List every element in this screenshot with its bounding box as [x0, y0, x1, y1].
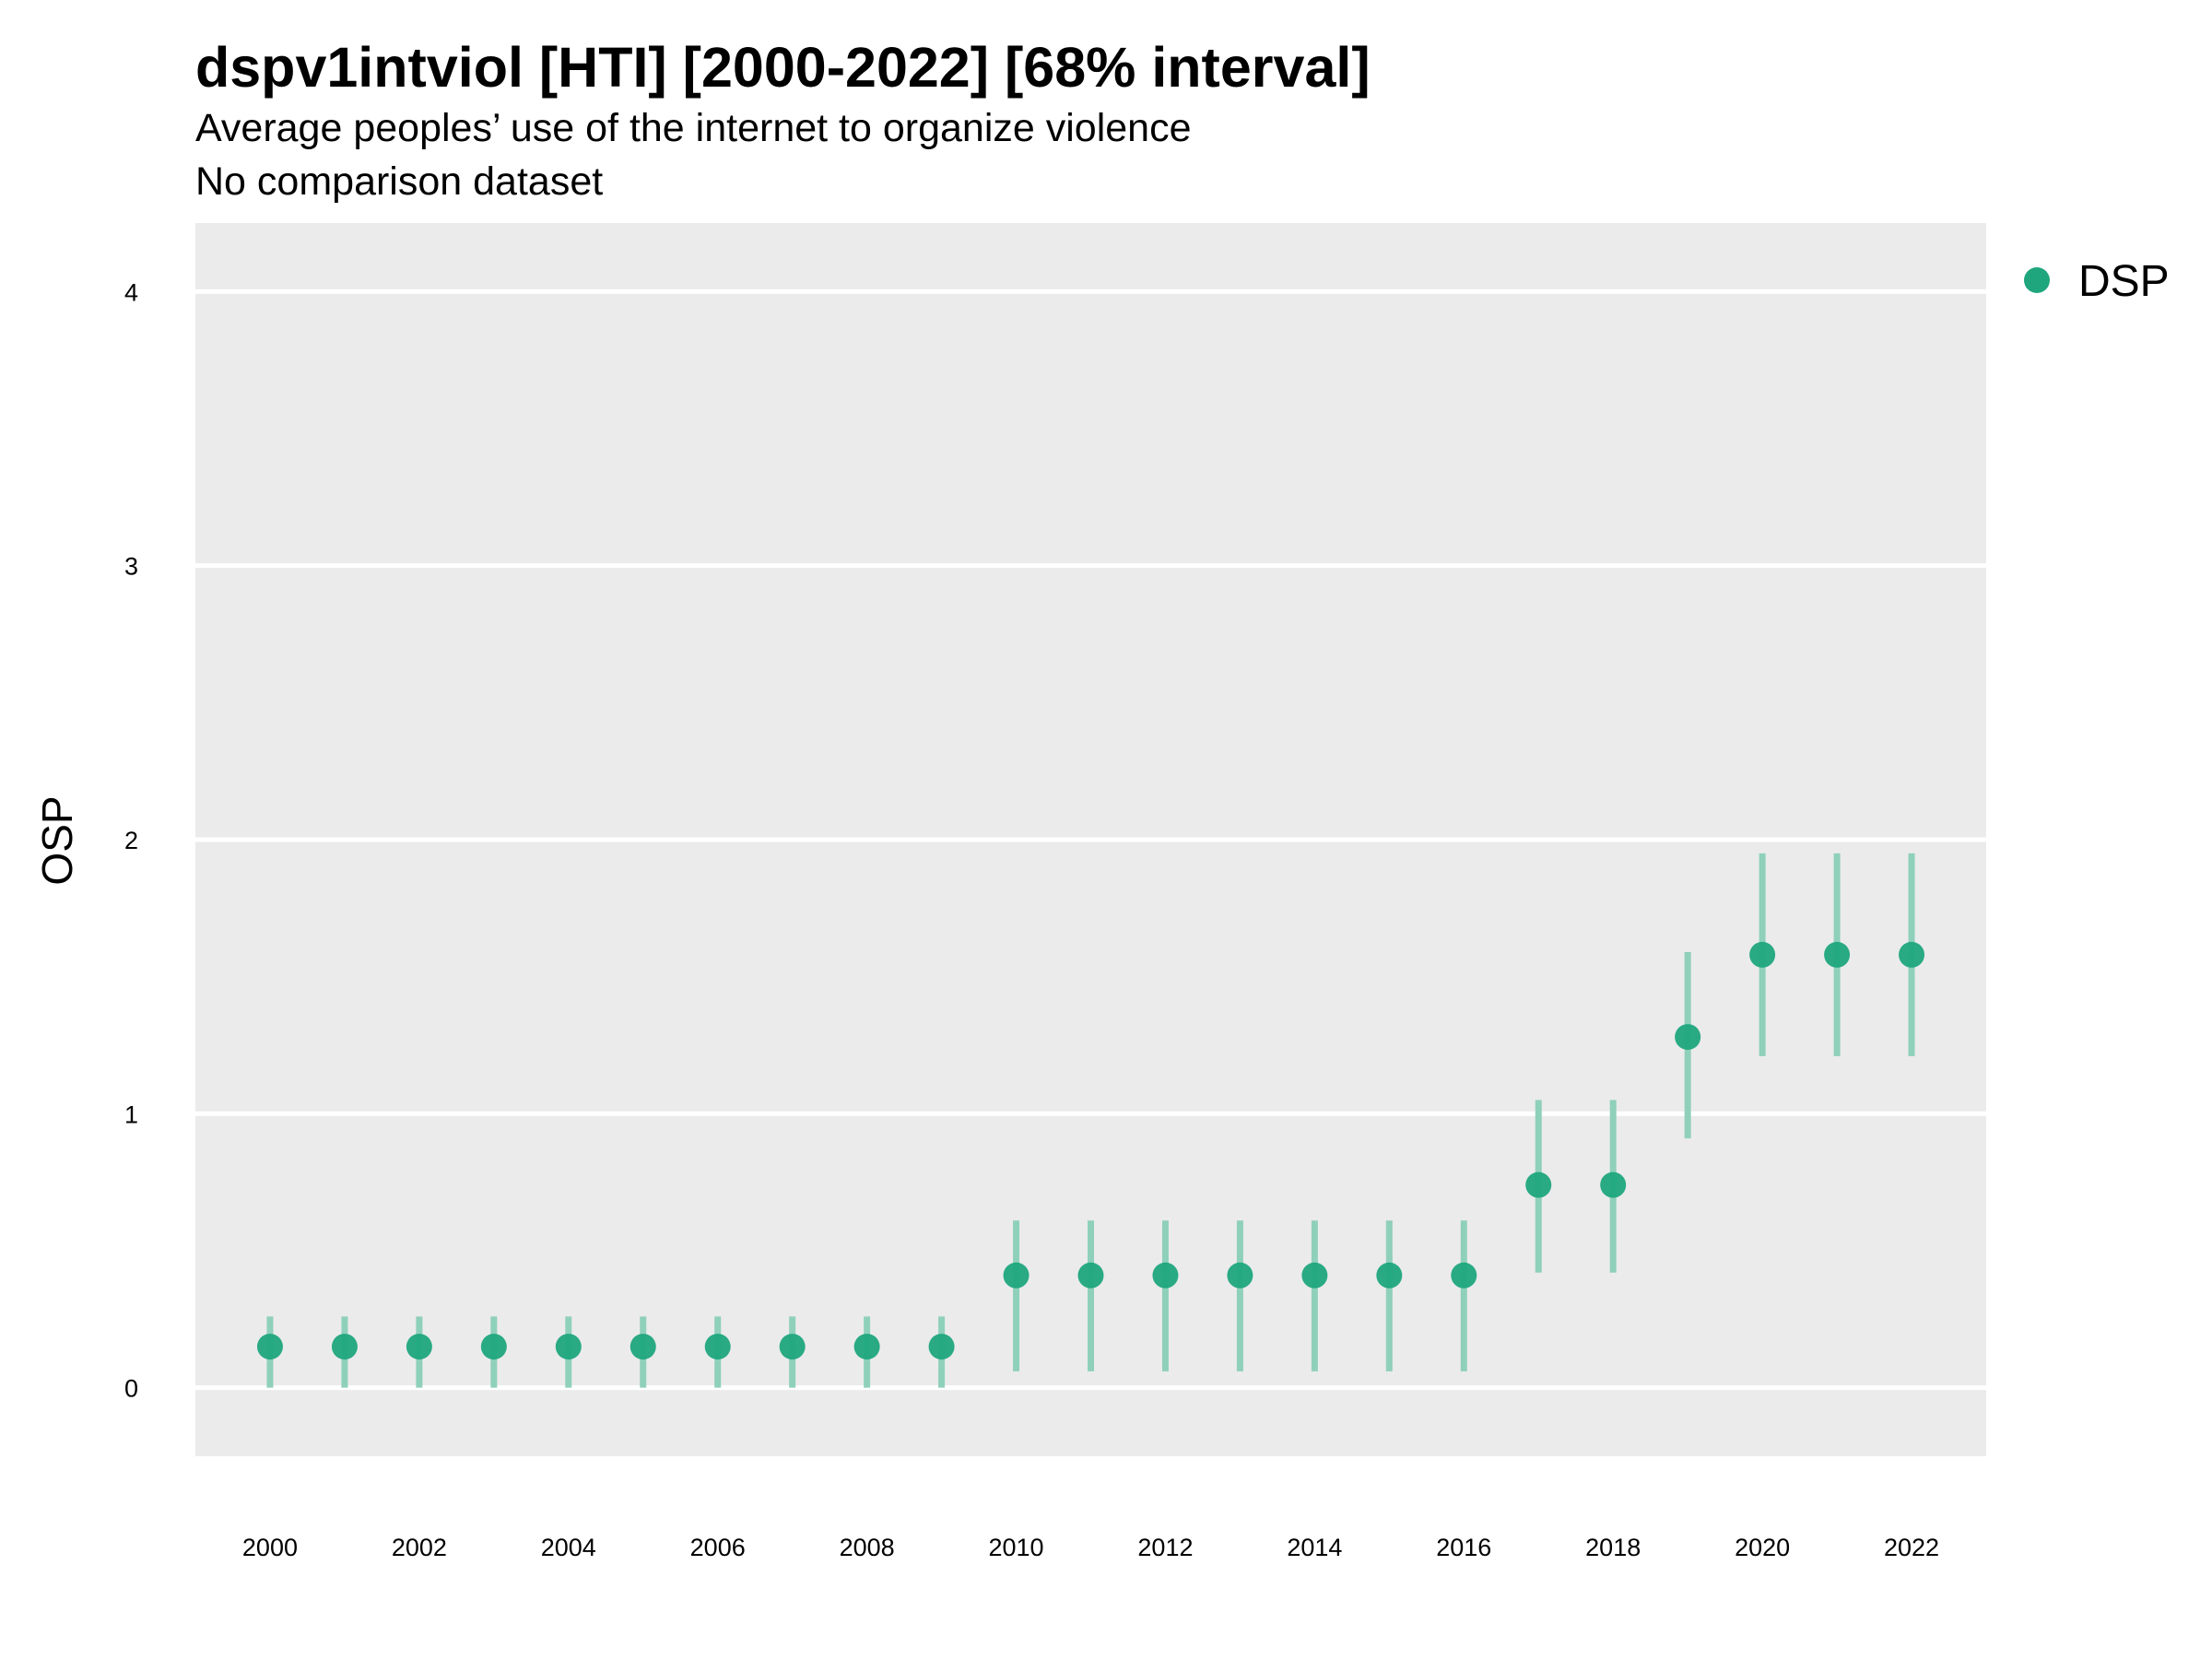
point-2011	[1077, 1262, 1104, 1288]
point-2021	[1824, 941, 1851, 968]
legend-label-dsp: DSP	[2078, 257, 2170, 306]
legend-key-dsp	[2024, 267, 2050, 293]
data-points	[256, 941, 1925, 1360]
x-tick-label: 2014	[1287, 1534, 1342, 1561]
point-2010	[1003, 1262, 1030, 1288]
point-2004	[555, 1334, 582, 1360]
point-2002	[406, 1334, 432, 1360]
y-tick-label: 3	[124, 553, 138, 581]
point-2018	[1600, 1171, 1627, 1198]
x-tick-label: 2016	[1436, 1534, 1491, 1561]
y-axis-title: OSP	[33, 795, 81, 885]
point-2019	[1675, 1024, 1701, 1051]
x-tick-label: 2000	[242, 1534, 298, 1561]
point-2016	[1451, 1262, 1477, 1288]
x-tick-label: 2008	[840, 1534, 895, 1561]
point-2014	[1301, 1262, 1328, 1288]
point-2000	[256, 1334, 283, 1360]
x-tick-label: 2010	[989, 1534, 1044, 1561]
y-tick-label: 1	[124, 1100, 138, 1128]
point-2005	[629, 1334, 656, 1360]
point-2015	[1376, 1262, 1403, 1288]
y-axis-ticks: 0 1 2 3 4	[124, 278, 138, 1402]
chart-subtitle: Average peoples’ use of the internet to …	[195, 106, 1192, 150]
x-tick-label: 2020	[1735, 1534, 1790, 1561]
chart-subtitle-secondary: No comparison dataset	[195, 159, 604, 204]
point-2007	[779, 1334, 806, 1360]
point-2013	[1227, 1262, 1253, 1288]
x-tick-label: 2002	[392, 1534, 447, 1561]
point-2008	[853, 1334, 880, 1360]
x-tick-label: 2022	[1884, 1534, 1939, 1561]
y-tick-label: 4	[124, 278, 138, 306]
point-2020	[1749, 941, 1776, 968]
x-tick-label: 2018	[1585, 1534, 1641, 1561]
point-2022	[1899, 941, 1925, 968]
x-axis-ticks: 2000 2002 2004 2006 2008 2010 2012 2014 2016 2018…	[242, 1534, 1939, 1561]
x-tick-label: 2012	[1137, 1534, 1193, 1561]
point-2003	[480, 1334, 507, 1360]
point-2017	[1525, 1171, 1552, 1198]
point-2009	[928, 1334, 955, 1360]
y-tick-label: 2	[124, 827, 138, 854]
legend: DSP	[2024, 257, 2170, 306]
x-tick-label: 2004	[541, 1534, 596, 1561]
point-2006	[704, 1334, 731, 1360]
x-tick-label: 2006	[690, 1534, 746, 1561]
point-2012	[1152, 1262, 1179, 1288]
y-tick-label: 0	[124, 1375, 138, 1403]
point-2001	[331, 1334, 358, 1360]
chart-title: dspv1intviol [HTI] [2000-2022] [68% inte…	[195, 36, 1371, 99]
